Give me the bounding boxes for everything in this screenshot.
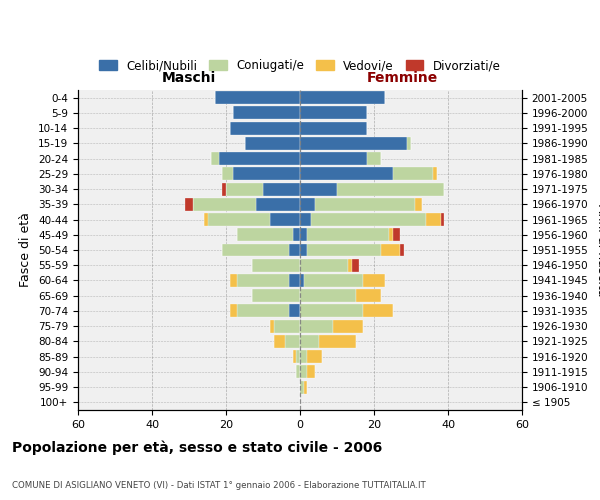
Y-axis label: Anni di nascita: Anni di nascita [595, 204, 600, 296]
Bar [363, 304, 392, 318]
Bar [230, 122, 300, 134]
Bar [315, 198, 415, 211]
Bar [300, 228, 307, 241]
Bar [334, 320, 363, 332]
Bar [300, 91, 385, 104]
Bar [252, 289, 300, 302]
Bar [300, 350, 307, 363]
Bar [300, 213, 311, 226]
Bar [293, 350, 296, 363]
Bar [300, 182, 337, 196]
Bar [400, 244, 404, 256]
Bar [348, 259, 352, 272]
Bar [289, 274, 300, 287]
Bar [223, 182, 226, 196]
Bar [300, 335, 319, 348]
Bar [367, 152, 382, 165]
Bar [311, 213, 426, 226]
Bar [252, 259, 300, 272]
Bar [300, 289, 355, 302]
Bar [304, 380, 307, 394]
Bar [293, 228, 300, 241]
Text: COMUNE DI ASIGLIANO VENETO (VI) - Dati ISTAT 1° gennaio 2006 - Elaborazione TUTT: COMUNE DI ASIGLIANO VENETO (VI) - Dati I… [12, 481, 426, 490]
Bar [296, 366, 300, 378]
Bar [237, 228, 293, 241]
Bar [300, 168, 392, 180]
Bar [208, 213, 271, 226]
Bar [300, 152, 367, 165]
Text: Maschi: Maschi [162, 71, 216, 85]
Bar [415, 198, 422, 211]
Bar [382, 244, 400, 256]
Bar [300, 259, 348, 272]
Bar [352, 259, 359, 272]
Bar [218, 152, 300, 165]
Bar [307, 228, 389, 241]
Bar [300, 274, 304, 287]
Bar [300, 304, 363, 318]
Bar [223, 168, 233, 180]
Bar [211, 152, 218, 165]
Bar [222, 244, 289, 256]
Legend: Celibi/Nubili, Coniugati/e, Vedovi/e, Divorziati/e: Celibi/Nubili, Coniugati/e, Vedovi/e, Di… [95, 54, 505, 76]
Bar [271, 320, 274, 332]
Bar [426, 213, 440, 226]
Bar [233, 106, 300, 120]
Bar [215, 91, 300, 104]
Bar [363, 274, 385, 287]
Bar [300, 320, 334, 332]
Bar [392, 228, 400, 241]
Bar [233, 168, 300, 180]
Bar [256, 198, 300, 211]
Bar [307, 350, 322, 363]
Bar [230, 304, 237, 318]
Bar [389, 228, 392, 241]
Bar [304, 274, 363, 287]
Bar [193, 198, 256, 211]
Bar [300, 198, 315, 211]
Bar [407, 137, 411, 150]
Bar [289, 304, 300, 318]
Bar [296, 350, 300, 363]
Bar [300, 380, 304, 394]
Bar [271, 213, 300, 226]
Bar [230, 274, 237, 287]
Bar [300, 366, 307, 378]
Bar [300, 137, 407, 150]
Bar [307, 366, 315, 378]
Bar [300, 106, 367, 120]
Bar [245, 137, 300, 150]
Bar [355, 289, 382, 302]
Bar [185, 198, 193, 211]
Bar [289, 244, 300, 256]
Bar [392, 168, 433, 180]
Bar [237, 274, 289, 287]
Bar [300, 122, 367, 134]
Y-axis label: Fasce di età: Fasce di età [19, 212, 32, 288]
Bar [274, 320, 300, 332]
Text: Femmine: Femmine [367, 71, 438, 85]
Bar [440, 213, 444, 226]
Bar [319, 335, 355, 348]
Bar [300, 244, 307, 256]
Bar [226, 182, 263, 196]
Bar [337, 182, 444, 196]
Bar [237, 304, 289, 318]
Text: Popolazione per età, sesso e stato civile - 2006: Popolazione per età, sesso e stato civil… [12, 440, 382, 455]
Bar [204, 213, 208, 226]
Bar [285, 335, 300, 348]
Bar [433, 168, 437, 180]
Bar [307, 244, 382, 256]
Bar [274, 335, 285, 348]
Bar [263, 182, 300, 196]
